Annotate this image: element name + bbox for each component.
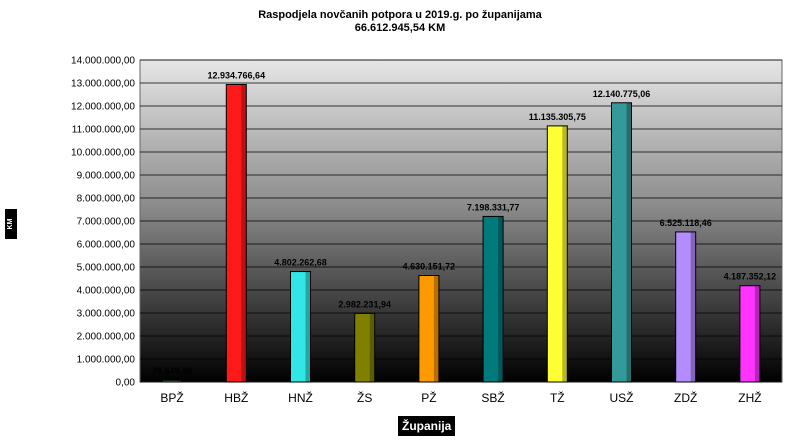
x-tick-label: TŽ: [550, 390, 565, 405]
x-tick-label: BPŽ: [160, 390, 183, 405]
data-label: 11.135.305,75: [529, 112, 586, 122]
y-tick-label: 4.000.000,00: [77, 286, 136, 297]
bar-shade: [177, 380, 183, 382]
x-tick-label: ZHŽ: [738, 390, 761, 405]
x-tick-label: USŽ: [610, 390, 634, 405]
y-tick-label: 1.000.000,00: [77, 355, 136, 366]
bar-ŽS: [354, 312, 376, 383]
y-tick-label: 6.000.000,00: [77, 240, 136, 251]
x-tick-label: HBŽ: [224, 390, 248, 405]
bar-SBŽ: [482, 215, 504, 383]
bar-shade: [241, 84, 247, 382]
bar-shade: [690, 231, 696, 382]
bar-shade: [305, 271, 311, 382]
y-tick-label: 3.000.000,00: [77, 309, 136, 320]
bar-TŽ: [546, 125, 568, 383]
bar-shade: [369, 313, 375, 382]
data-label: 4.802.262,68: [274, 258, 327, 268]
x-axis-label: Županija: [398, 416, 456, 436]
x-tick-label: PŽ: [421, 390, 436, 405]
data-label: 2.982.231,94: [338, 299, 391, 309]
y-tick-label: 11.000.000,00: [72, 125, 136, 136]
y-tick-label: 14.000.000,00: [71, 56, 135, 67]
x-tick-label: SBŽ: [481, 390, 504, 405]
y-tick-label: 12.000.000,00: [71, 102, 135, 113]
y-tick-label: 8.000.000,00: [77, 194, 136, 205]
y-tick-label: 2.000.000,00: [77, 332, 136, 343]
data-label: 76.649,40: [152, 366, 192, 376]
data-label: 6.525.118,46: [660, 218, 712, 228]
bar-shade: [433, 275, 439, 382]
y-tick-label: 13.000.000,00: [71, 79, 135, 90]
data-label: 4.630.151,72: [403, 262, 456, 272]
y-tick-label: 9.000.000,00: [77, 171, 136, 182]
bar-shade: [562, 125, 568, 382]
y-tick-label: 10.000.000,00: [71, 148, 135, 159]
bar-PŽ: [418, 275, 440, 383]
data-label: 12.140.775,06: [593, 89, 651, 99]
x-tick-label: HNŽ: [288, 390, 313, 405]
chart-subtitle: 66.612.945,54 KM: [354, 22, 446, 34]
data-label: 4.187.352,12: [724, 272, 777, 282]
chart-title: Raspodjela novčanih potpora u 2019.g. po…: [258, 9, 542, 21]
bar-shade: [498, 216, 504, 382]
data-label: 12.934.766,64: [208, 71, 266, 81]
y-tick-label: 7.000.000,00: [77, 217, 136, 228]
bar-USŽ: [611, 102, 632, 383]
bar-ZDŽ: [675, 231, 697, 383]
y-tick-label: 0,00: [116, 378, 136, 389]
bar-HNŽ: [290, 271, 311, 383]
y-tick-label: 5.000.000,00: [77, 263, 136, 274]
x-tick-label: ŽS: [357, 390, 372, 405]
x-tick-label: ZDŽ: [674, 390, 697, 405]
bar-shade: [626, 102, 632, 382]
bar-HBŽ: [225, 84, 247, 383]
bar-BPŽ: [161, 379, 183, 383]
bar-ZHŽ: [739, 285, 761, 383]
data-label: 7.198.331,77: [467, 202, 520, 212]
bar-shade: [754, 285, 760, 382]
